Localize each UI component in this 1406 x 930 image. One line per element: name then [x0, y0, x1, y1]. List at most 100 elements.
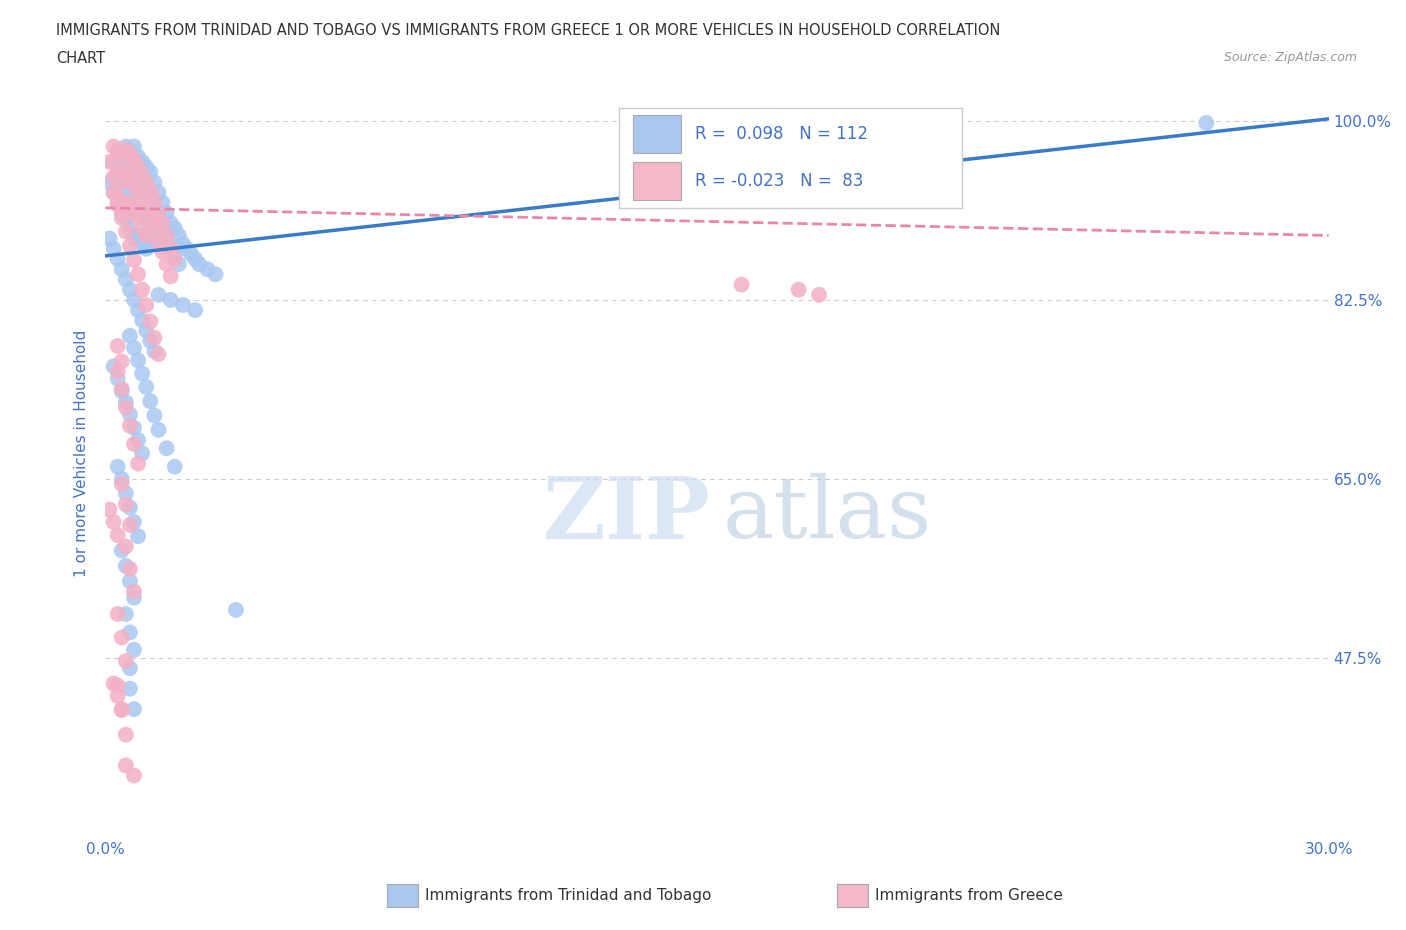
Point [127, 457, 149, 472]
Point [127, 228, 149, 243]
Point [156, 441, 179, 456]
Point [122, 591, 145, 605]
Point [131, 180, 153, 195]
Point [163, 459, 186, 474]
Point [122, 253, 145, 268]
Point [167, 228, 190, 243]
Point [122, 702, 145, 717]
Point [135, 185, 157, 200]
Point [122, 201, 145, 216]
Point [131, 236, 153, 251]
Point [172, 236, 194, 251]
Point [118, 681, 141, 696]
Point [143, 221, 166, 236]
Point [122, 177, 145, 192]
Point [118, 144, 141, 159]
Point [111, 383, 134, 398]
Point [115, 654, 138, 669]
Point [111, 381, 134, 396]
Point [127, 195, 149, 210]
Point [111, 354, 134, 369]
Point [115, 559, 138, 574]
Point [122, 154, 145, 169]
Point [122, 514, 145, 529]
Point [139, 314, 162, 329]
Point [131, 166, 153, 181]
Point [163, 221, 186, 236]
Point [111, 150, 134, 165]
Text: ZIP: ZIP [543, 472, 711, 557]
Point [135, 298, 157, 312]
Point [103, 676, 125, 691]
Point [107, 371, 129, 386]
Point [122, 206, 145, 220]
Point [118, 165, 141, 179]
Point [103, 514, 125, 529]
Point [111, 543, 134, 558]
Point [148, 422, 170, 437]
Point [107, 339, 129, 353]
Point [115, 272, 138, 287]
Point [107, 688, 129, 703]
Point [131, 193, 153, 208]
Point [807, 287, 830, 302]
Point [122, 768, 145, 783]
Point [143, 408, 166, 423]
Point [122, 584, 145, 599]
Point [152, 216, 174, 231]
Point [787, 283, 810, 298]
Point [139, 211, 162, 226]
Point [111, 175, 134, 190]
Point [127, 160, 149, 175]
Point [98, 175, 121, 190]
Point [107, 678, 129, 693]
Point [122, 437, 145, 452]
Point [103, 185, 125, 200]
Point [118, 407, 141, 422]
Point [118, 660, 141, 675]
Point [143, 344, 166, 359]
Point [730, 277, 752, 292]
Point [167, 257, 190, 272]
Point [103, 154, 125, 169]
Point [148, 287, 170, 302]
Point [127, 432, 149, 447]
Point [111, 631, 134, 645]
Point [122, 140, 145, 154]
Point [135, 379, 157, 394]
Point [118, 283, 141, 298]
Point [111, 703, 134, 718]
Point [127, 303, 149, 318]
Text: CHART: CHART [56, 51, 105, 66]
Point [163, 252, 186, 267]
Point [131, 313, 153, 328]
Point [98, 502, 121, 517]
Point [107, 191, 129, 206]
Text: IMMIGRANTS FROM TRINIDAD AND TOBAGO VS IMMIGRANTS FROM GREECE 1 OR MORE VEHICLES: IMMIGRANTS FROM TRINIDAD AND TOBAGO VS I… [56, 23, 1001, 38]
Point [111, 150, 134, 165]
Point [118, 562, 141, 577]
Point [143, 193, 166, 208]
Point [118, 625, 141, 640]
Point [139, 191, 162, 206]
Point [159, 242, 181, 257]
Point [143, 175, 166, 190]
Point [131, 221, 153, 236]
Point [135, 211, 157, 226]
Point [115, 211, 138, 226]
Point [159, 293, 181, 308]
Point [118, 518, 141, 533]
Point [156, 206, 179, 220]
Point [122, 175, 145, 190]
Point [127, 352, 149, 367]
Point [107, 528, 129, 543]
Point [143, 232, 166, 246]
Point [204, 267, 226, 282]
Point [127, 150, 149, 165]
Point [135, 324, 157, 339]
Point [152, 195, 174, 210]
Point [118, 418, 141, 433]
Point [111, 702, 134, 717]
Point [127, 185, 149, 200]
Point [111, 206, 134, 220]
